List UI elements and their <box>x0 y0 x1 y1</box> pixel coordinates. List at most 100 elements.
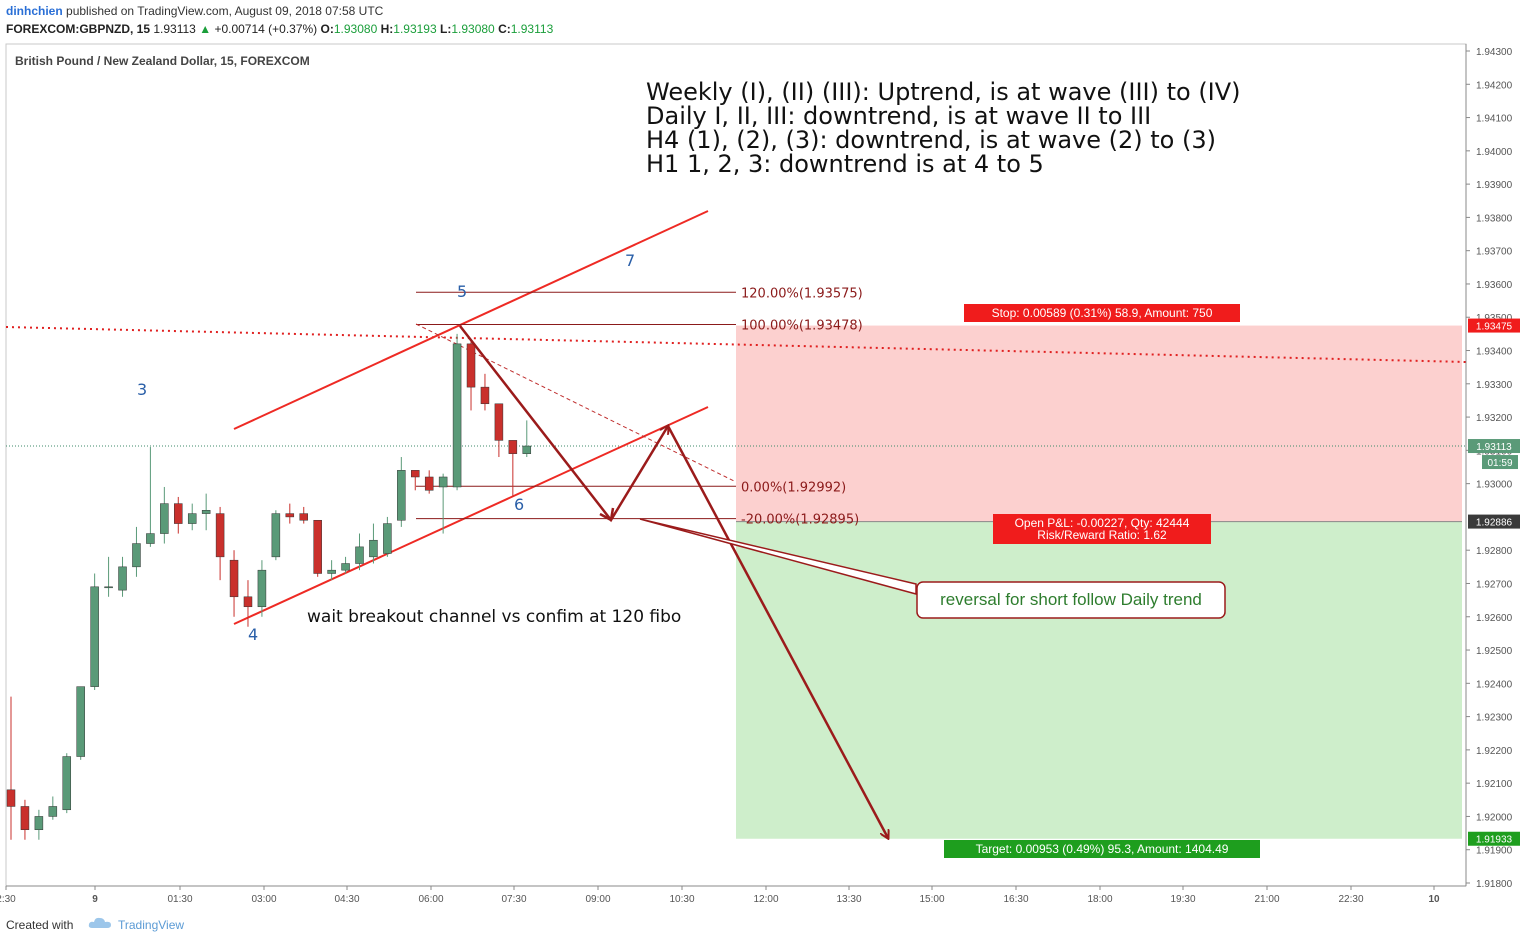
candle[interactable] <box>494 403 504 441</box>
tradingview-link[interactable]: TradingView <box>118 918 185 932</box>
time-axis[interactable]: 2:30 9 01:30 03:00 04:30 06:00 07:30 09:00 10:30… <box>0 886 1440 905</box>
candles <box>6 333 532 840</box>
candle[interactable] <box>6 789 16 807</box>
candle[interactable] <box>174 503 183 524</box>
candle[interactable] <box>132 543 141 568</box>
fib-level-label: 120.00%(1.93575) <box>741 286 863 301</box>
footer: Created with TradingView <box>0 910 1526 943</box>
price-tick-label: 1.93000 <box>1476 480 1513 491</box>
created-with-text: Created with <box>6 918 74 932</box>
candle[interactable] <box>76 686 85 757</box>
candle[interactable] <box>104 586 113 589</box>
time-tick-label: 22:30 <box>1338 894 1363 905</box>
low-value: 1.93080 <box>451 22 495 36</box>
candle[interactable] <box>480 386 490 405</box>
price-tick-label: 1.93200 <box>1476 413 1513 424</box>
fib-level-label: 0.00%(1.92992) <box>741 480 846 495</box>
channel-upper-line[interactable] <box>233 210 709 430</box>
price-tick-label: 1.93700 <box>1476 247 1513 258</box>
wave-label-6[interactable]: 6 <box>514 495 524 514</box>
candle[interactable] <box>299 513 308 521</box>
risk-reward-label: Risk/Reward Ratio: 1.62 <box>1037 528 1167 542</box>
time-tick-label: 19:30 <box>1170 894 1195 905</box>
time-tick-label: 15:00 <box>919 894 944 905</box>
wave-label-3[interactable]: 3 <box>137 380 147 399</box>
fib-level-label: 100.00%(1.93478) <box>741 319 863 334</box>
candle[interactable] <box>285 513 295 518</box>
close-label: C: <box>498 22 511 36</box>
price-chart[interactable]: 120.00%(1.93575) 100.00%(1.93478) 0.00%(1.… <box>0 0 1526 910</box>
price-tick-label: 1.92100 <box>1476 779 1513 790</box>
candle[interactable] <box>146 533 155 544</box>
candle[interactable] <box>327 569 336 574</box>
candle[interactable] <box>355 546 364 564</box>
low-label: L: <box>440 22 452 36</box>
candle[interactable] <box>229 559 239 598</box>
price-tick-label: 1.91800 <box>1476 879 1513 890</box>
candle[interactable] <box>313 519 322 574</box>
price-tick-label: 1.94200 <box>1476 80 1513 91</box>
candle[interactable] <box>215 513 225 558</box>
open-value: 1.93080 <box>333 22 378 36</box>
wave-label-4[interactable]: 4 <box>248 625 258 644</box>
pnl-label: Open P&L: -0.00227, Qty: 42444 <box>1015 516 1190 530</box>
chart-header: dinhchien published on TradingView.com, … <box>0 0 1526 42</box>
candle[interactable] <box>118 566 127 591</box>
price-tag <box>1468 439 1520 454</box>
wave-label-7[interactable]: 7 <box>625 251 635 270</box>
candle[interactable] <box>508 440 518 454</box>
candle[interactable] <box>257 569 267 608</box>
candle[interactable] <box>160 503 169 534</box>
candle[interactable] <box>341 563 350 571</box>
candle[interactable] <box>466 343 476 388</box>
high-label: H: <box>380 22 394 36</box>
price-tick-label: 1.94000 <box>1476 147 1513 158</box>
projection-arrow-2[interactable] <box>666 425 888 838</box>
candle[interactable] <box>369 539 378 558</box>
candle[interactable] <box>20 806 30 831</box>
price-tick-label: 1.94100 <box>1476 114 1513 125</box>
high-value: 1.93193 <box>393 22 437 36</box>
candle[interactable] <box>424 476 434 491</box>
time-tick-label: 12:00 <box>753 894 778 905</box>
fib-retracement[interactable]: 120.00%(1.93575) 100.00%(1.93478) 0.00%(1.… <box>416 286 863 528</box>
publish-info: published on TradingView.com, August 09,… <box>66 4 384 18</box>
candle[interactable] <box>522 445 532 454</box>
stop-zone[interactable] <box>736 325 1462 522</box>
time-tick-label: 18:00 <box>1087 894 1112 905</box>
note-line-3: H4 (1), (2), (3): downtrend, is at wave … <box>646 126 1216 154</box>
candle[interactable] <box>271 513 281 558</box>
candle[interactable] <box>201 510 211 514</box>
symbol-line: FOREXCOM:GBPNZD, 15 1.93113 ▲ +0.00714 (… <box>6 22 553 36</box>
note-line-2: Daily I, II, III: downtrend, is at wave … <box>646 102 1151 130</box>
candle[interactable] <box>411 470 420 478</box>
candle[interactable] <box>90 586 99 687</box>
candle[interactable] <box>383 523 392 554</box>
candle[interactable] <box>452 343 462 488</box>
candle[interactable] <box>34 816 44 831</box>
symbol-name[interactable]: FOREXCOM:GBPNZD, 15 <box>6 22 151 36</box>
candle[interactable] <box>48 806 58 817</box>
analysis-notes[interactable]: Weekly (I), (II) (III): Uptrend, is at w… <box>646 78 1241 178</box>
pnl-label-box[interactable] <box>993 514 1211 544</box>
target-label-box[interactable] <box>944 840 1260 858</box>
price-tick-label: 1.92500 <box>1476 646 1513 657</box>
candle[interactable] <box>243 596 253 608</box>
price-tick-label: 1.93300 <box>1476 380 1513 391</box>
up-arrow-icon: ▲ <box>199 22 212 36</box>
price-change: +0.00714 (+0.37%) <box>214 22 318 36</box>
note-line-4: H1 1, 2, 3: downtrend is at 4 to 5 <box>646 150 1044 178</box>
callout-box[interactable] <box>916 581 1226 619</box>
channel-note[interactable]: wait breakout channel vs confim at 120 f… <box>307 607 681 627</box>
candle[interactable] <box>187 513 197 524</box>
author-link[interactable]: dinhchien <box>6 4 63 18</box>
channel-lower-line[interactable] <box>233 406 709 625</box>
candle[interactable] <box>62 756 72 811</box>
chart-title: British Pound / New Zealand Dollar, 15, … <box>15 54 310 68</box>
wave-label-5[interactable]: 5 <box>457 282 467 301</box>
stop-label-box[interactable] <box>964 304 1240 322</box>
time-tick-label: 13:30 <box>836 894 861 905</box>
candle[interactable] <box>397 470 406 521</box>
candle[interactable] <box>438 476 448 488</box>
time-tick-label: 21:00 <box>1254 894 1279 905</box>
